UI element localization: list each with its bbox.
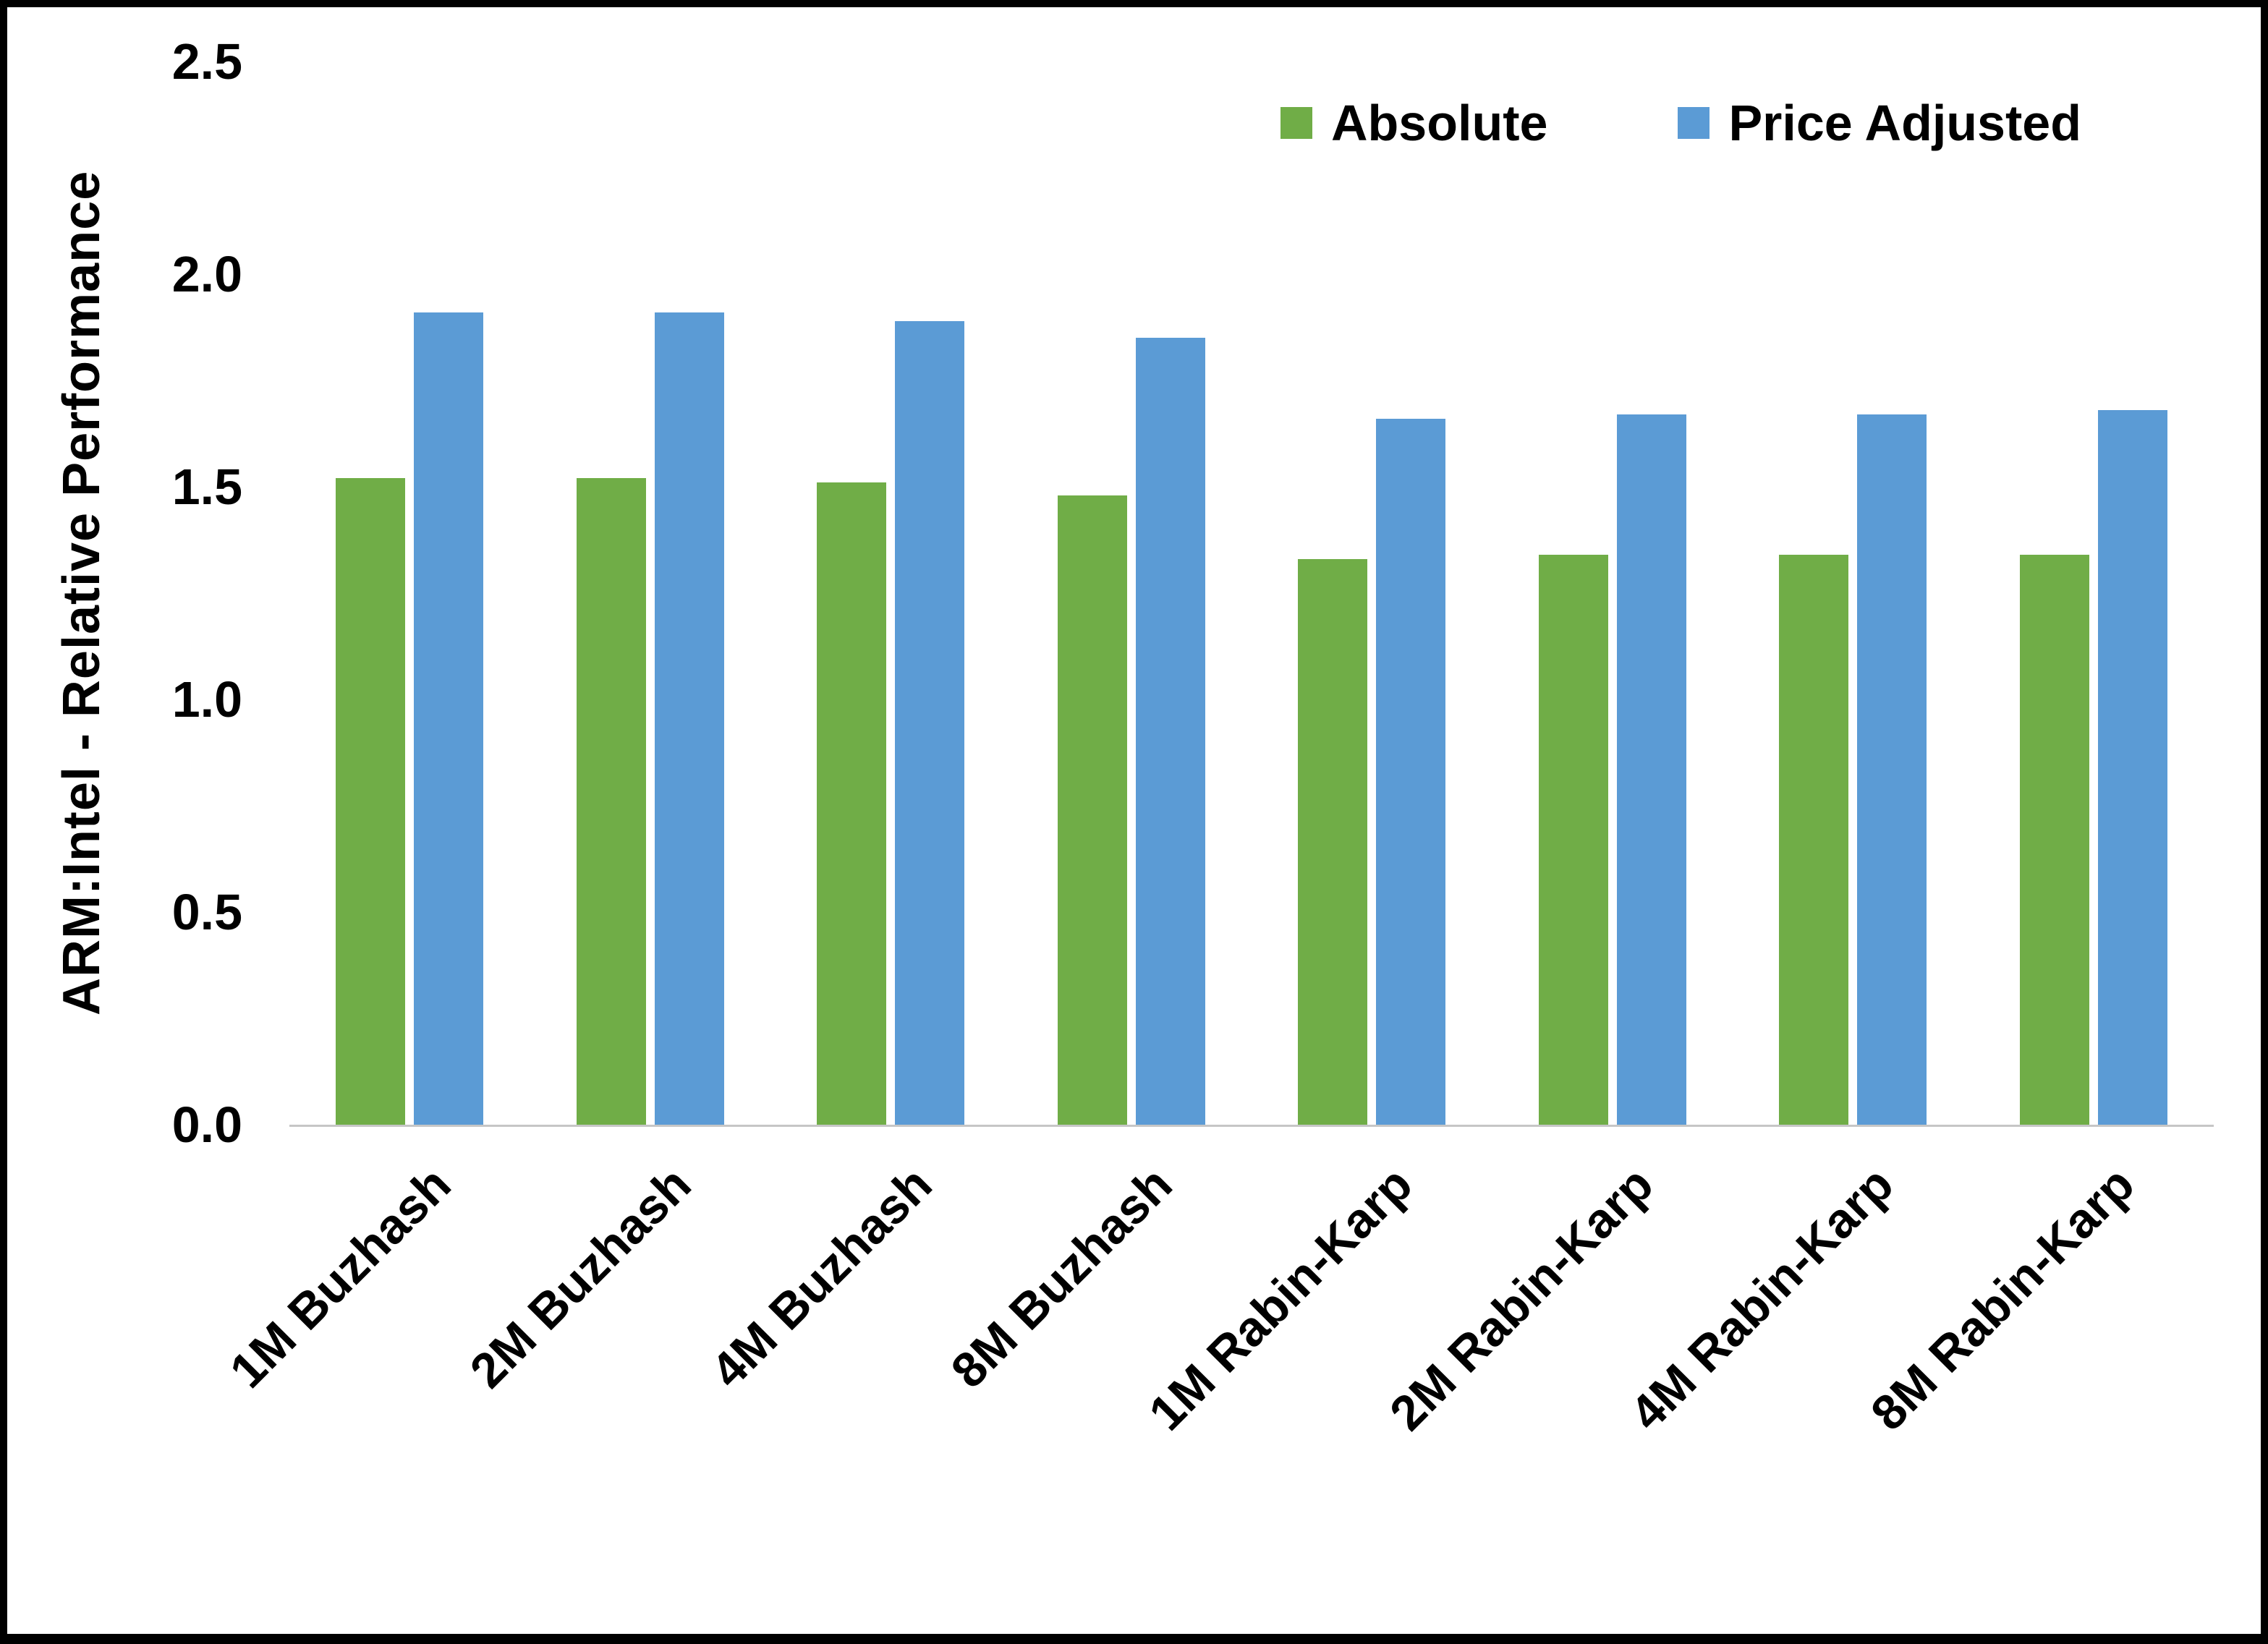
bar-group <box>530 61 771 1125</box>
bar-absolute <box>1057 495 1127 1125</box>
bar-group <box>770 61 1011 1125</box>
x-tick-label: 4M Buzhash <box>700 1157 943 1399</box>
x-tick-label: 2M Buzhash <box>459 1157 702 1399</box>
y-tick-label: 0.5 <box>171 884 242 940</box>
bar-price-adjusted <box>1135 338 1205 1125</box>
bar-absolute <box>336 478 406 1125</box>
bar-group <box>289 61 530 1125</box>
bar-absolute <box>2019 555 2089 1125</box>
bar-group <box>1011 61 1252 1125</box>
y-tick-label: 2.5 <box>171 33 242 90</box>
x-tick-label: 1M Rabin-Karp <box>1139 1157 1424 1441</box>
legend-swatch-icon <box>1678 107 1710 139</box>
bar-group <box>1974 61 2214 1125</box>
bar-absolute <box>1538 555 1608 1125</box>
y-tick-label: 0.0 <box>171 1096 242 1153</box>
bar-absolute <box>817 482 887 1125</box>
legend-label: Price Adjusted <box>1728 95 2081 151</box>
x-tick-label: 4M Rabin-Karp <box>1620 1157 1905 1441</box>
bar-price-adjusted <box>2097 410 2167 1125</box>
y-tick-label: 1.5 <box>171 459 242 515</box>
bar-price-adjusted <box>1616 414 1686 1125</box>
bar-price-adjusted <box>654 312 724 1125</box>
bar-absolute <box>1298 558 1368 1125</box>
x-tick-label: 8M Buzhash <box>940 1157 1183 1399</box>
legend-item: Price Adjusted <box>1678 98 2081 148</box>
x-tick-label: 1M Buzhash <box>218 1157 462 1399</box>
y-tick-label: 1.0 <box>171 671 242 728</box>
x-axis: 1M Buzhash 2M Buzhash 4M Buzhash 8M Buzhash… <box>219 1130 2214 1462</box>
x-tick-label: 8M Rabin-Karp <box>1860 1157 2145 1441</box>
bar-absolute <box>576 478 646 1125</box>
x-tick-label: 2M Rabin-Karp <box>1379 1157 1664 1441</box>
bar-price-adjusted <box>1857 414 1927 1125</box>
bar-price-adjusted <box>1376 418 1446 1125</box>
bar-absolute <box>1779 555 1849 1125</box>
legend-swatch-icon <box>1280 107 1312 139</box>
bar-price-adjusted <box>895 320 965 1125</box>
y-tick-label: 2.0 <box>171 246 242 302</box>
bar-group <box>1252 61 1492 1125</box>
bar-group <box>1733 61 1974 1125</box>
legend-item: Absolute <box>1280 98 1547 148</box>
bar-group <box>1492 61 1733 1125</box>
legend-label: Absolute <box>1331 95 1548 151</box>
bar-price-adjusted <box>414 312 484 1125</box>
legend: Absolute Price Adjusted <box>1280 98 2081 148</box>
plot-area <box>289 61 2214 1127</box>
y-axis: 0.0 0.5 1.0 1.5 2.0 2.5 <box>109 36 242 1150</box>
bar-chart: ARM:Intel - Relative Performance 0.0 0.5 1… <box>7 7 2261 1634</box>
